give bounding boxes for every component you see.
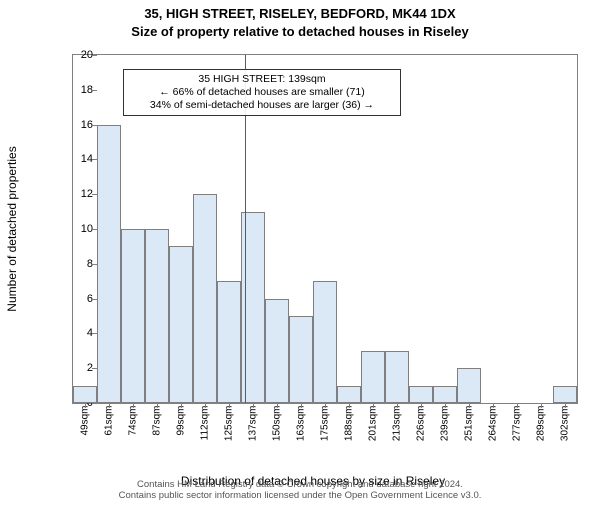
histogram-bar: [313, 281, 337, 403]
histogram-bar: [361, 351, 385, 403]
x-tick-mark: [277, 403, 278, 408]
x-tick-label: 163sqm: [296, 406, 307, 442]
y-tick-label: 6: [65, 293, 93, 305]
x-tick-label: 87sqm: [152, 406, 163, 436]
y-tick-label: 2: [65, 362, 93, 374]
x-tick-label: 289sqm: [536, 406, 547, 442]
y-tick-label: 8: [65, 258, 93, 270]
x-tick-label: 226sqm: [416, 406, 427, 442]
histogram-bar: [217, 281, 241, 403]
histogram-bar: [265, 299, 289, 403]
x-tick-label: 239sqm: [440, 406, 451, 442]
x-tick-mark: [181, 403, 182, 408]
x-tick-label: 112sqm: [200, 406, 211, 441]
annotation-box: 35 HIGH STREET: 139sqm← 66% of detached …: [123, 69, 400, 116]
title-subtitle: Size of property relative to detached ho…: [0, 24, 600, 40]
x-tick-mark: [565, 403, 566, 408]
histogram-bar: [337, 386, 361, 403]
histogram-bar: [385, 351, 409, 403]
histogram-bar: [97, 125, 121, 403]
y-tick-label: 14: [65, 153, 93, 165]
x-tick-mark: [493, 403, 494, 408]
x-tick-mark: [325, 403, 326, 408]
footer-attribution: Contains HM Land Registry data © Crown c…: [0, 480, 600, 502]
x-tick-label: 213sqm: [392, 406, 403, 442]
histogram-bar: [409, 386, 433, 403]
x-tick-mark: [109, 403, 110, 408]
x-tick-label: 175sqm: [320, 406, 331, 442]
histogram-bar: [433, 386, 457, 403]
x-tick-label: 201sqm: [368, 406, 379, 442]
y-tick-mark: [92, 90, 97, 91]
x-tick-mark: [421, 403, 422, 408]
y-tick-label: 16: [65, 119, 93, 131]
x-tick-label: 264sqm: [488, 406, 499, 442]
x-tick-label: 150sqm: [272, 406, 283, 442]
annotation-line: 34% of semi-detached houses are larger (…: [130, 99, 393, 112]
y-tick-label: 4: [65, 327, 93, 339]
x-tick-mark: [205, 403, 206, 408]
x-tick-label: 99sqm: [176, 406, 187, 436]
plot-area: 0246810121416182049sqm61sqm74sqm87sqm99s…: [72, 54, 578, 404]
footer-line-2: Contains public sector information licen…: [0, 491, 600, 502]
histogram-bar: [193, 194, 217, 403]
x-tick-label: 277sqm: [512, 406, 523, 442]
histogram-bar: [145, 229, 169, 403]
x-tick-mark: [445, 403, 446, 408]
x-tick-label: 49sqm: [80, 406, 91, 436]
title-address: 35, HIGH STREET, RISELEY, BEDFORD, MK44 …: [0, 6, 600, 22]
y-tick-label: 20: [65, 49, 93, 61]
histogram-bar: [121, 229, 145, 403]
histogram-bar: [289, 316, 313, 403]
histogram-bar: [457, 368, 481, 403]
x-tick-label: 251sqm: [464, 406, 475, 442]
x-tick-label: 302sqm: [560, 406, 571, 442]
x-tick-mark: [397, 403, 398, 408]
y-tick-label: 10: [65, 223, 93, 235]
x-tick-mark: [541, 403, 542, 408]
x-tick-mark: [133, 403, 134, 408]
x-tick-mark: [157, 403, 158, 408]
histogram-bar: [169, 246, 193, 403]
x-tick-mark: [349, 403, 350, 408]
histogram-bar: [553, 386, 577, 403]
chart-container: Number of detached properties 0246810121…: [48, 54, 578, 426]
x-tick-mark: [229, 403, 230, 408]
x-tick-mark: [469, 403, 470, 408]
x-tick-mark: [85, 403, 86, 408]
y-tick-mark: [92, 403, 97, 404]
x-tick-mark: [373, 403, 374, 408]
x-tick-mark: [253, 403, 254, 408]
y-tick-mark: [92, 55, 97, 56]
x-tick-label: 125sqm: [224, 406, 235, 442]
x-tick-label: 74sqm: [128, 406, 139, 436]
histogram-bar: [73, 386, 97, 403]
y-tick-label: 12: [65, 188, 93, 200]
x-tick-label: 61sqm: [104, 406, 115, 436]
x-tick-mark: [301, 403, 302, 408]
y-tick-label: 18: [65, 84, 93, 96]
annotation-line: 35 HIGH STREET: 139sqm: [130, 73, 393, 86]
annotation-line: ← 66% of detached houses are smaller (71…: [130, 86, 393, 99]
y-axis-label: Number of detached properties: [5, 146, 19, 311]
x-tick-label: 188sqm: [344, 406, 355, 442]
x-tick-label: 137sqm: [248, 406, 259, 442]
x-tick-mark: [517, 403, 518, 408]
